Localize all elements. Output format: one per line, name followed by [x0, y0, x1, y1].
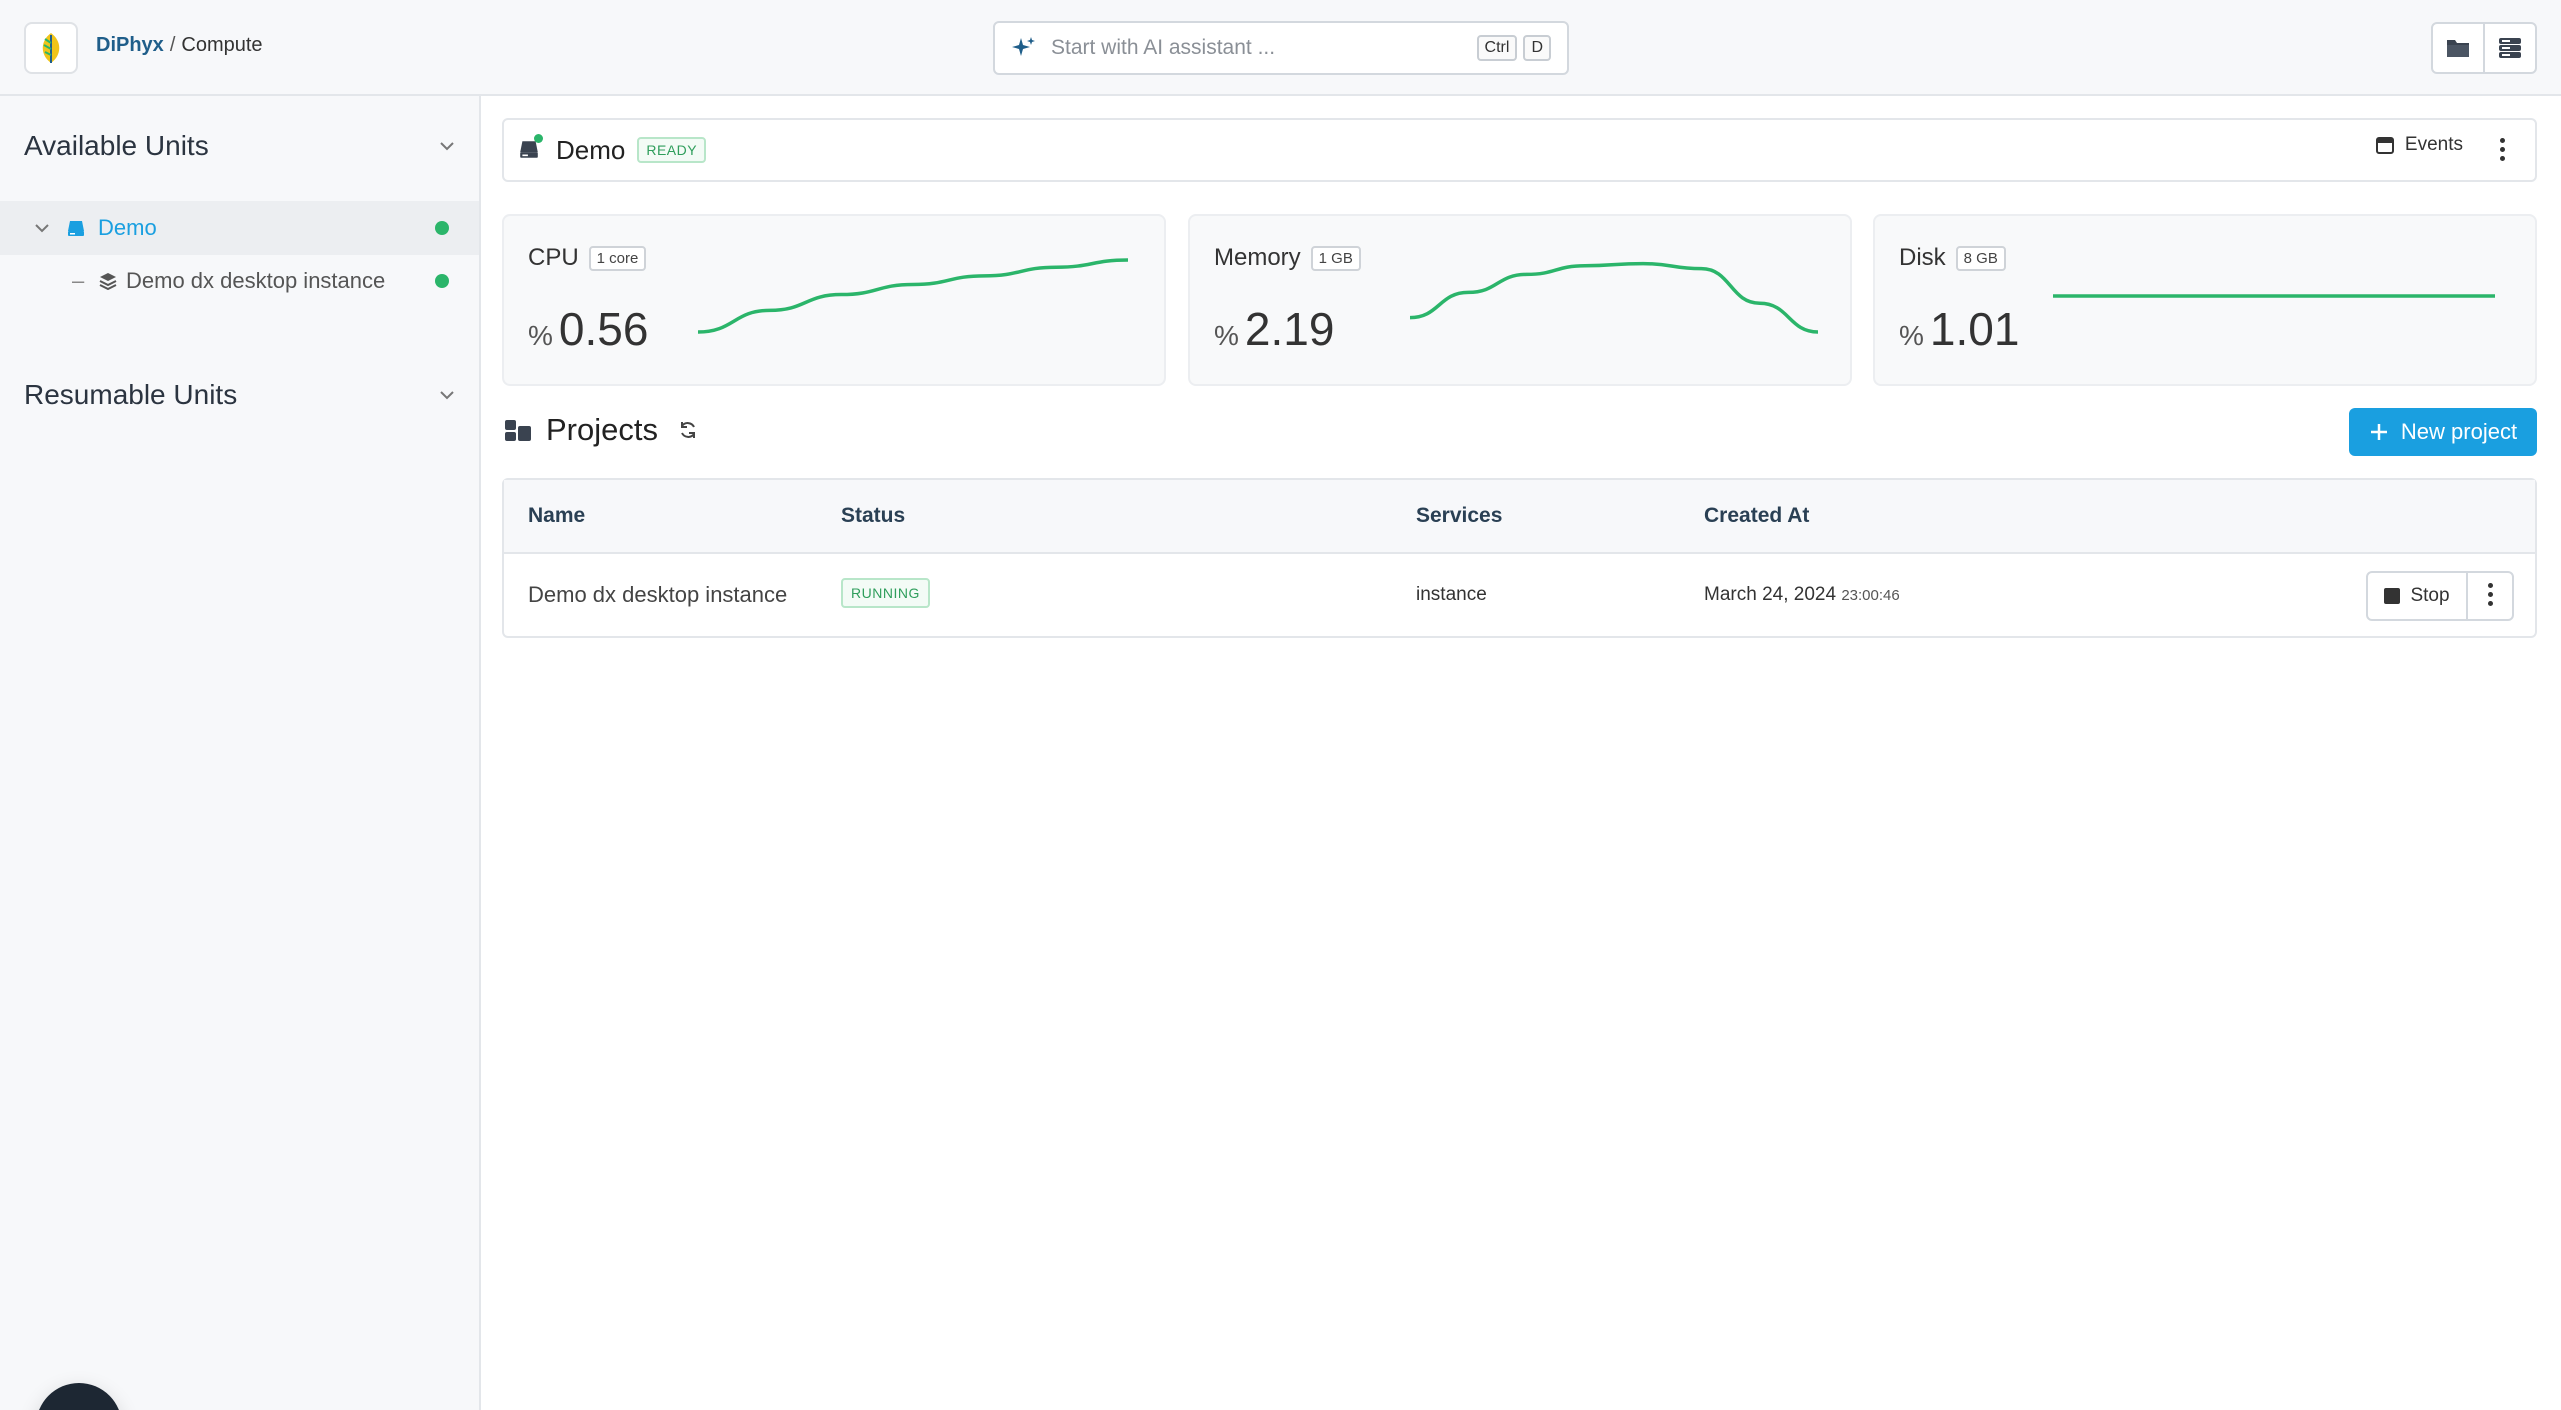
- services-cell: instance: [1416, 584, 1487, 605]
- projects-table: Name Status Services Created At Demo dx …: [502, 478, 2537, 638]
- memory-sparkline: [1409, 261, 1819, 334]
- metric-card-cpu: CPU 1 core % 0.56: [502, 214, 1166, 386]
- more-vertical-icon: [2488, 583, 2493, 606]
- metric-badge: 8 GB: [1955, 245, 2006, 271]
- chevron-down-icon: [440, 390, 454, 399]
- plus-icon: [2370, 424, 2387, 440]
- tree-branch-dash: –: [72, 268, 85, 293]
- unit-status-badge: READY: [637, 137, 707, 163]
- server-button[interactable]: [2483, 24, 2535, 72]
- shortcut-key-ctrl: Ctrl: [1476, 35, 1518, 61]
- header-actions: [2431, 22, 2537, 74]
- projects-header: Projects: [504, 412, 698, 448]
- column-header-created-at[interactable]: Created At: [1704, 504, 1810, 527]
- cpu-sparkline: [697, 258, 1129, 334]
- sparkle-icon: [1012, 37, 1035, 56]
- row-more-menu-button[interactable]: [2468, 573, 2512, 619]
- unit-title: Demo: [556, 134, 626, 165]
- column-header-services[interactable]: Services: [1416, 504, 1503, 527]
- projects-title: Projects: [546, 412, 658, 447]
- metric-unit: %: [528, 320, 553, 351]
- disk-sparkline: [2053, 294, 2495, 298]
- created-date: March 24, 2024: [1704, 584, 1837, 605]
- table-row[interactable]: Demo dx desktop instance RUNNING instanc…: [504, 554, 2535, 638]
- ai-assistant-search[interactable]: Ctrl D: [993, 21, 1569, 75]
- available-units-header[interactable]: Available Units: [24, 130, 454, 162]
- resumable-units-title: Resumable Units: [24, 379, 238, 410]
- unit-icon-wrap: [518, 134, 543, 162]
- server-unit-icon: [520, 141, 538, 158]
- metric-unit: %: [1214, 320, 1239, 351]
- sparkline-path: [1409, 261, 1819, 334]
- tree-item-label: Demo dx desktop instance: [126, 268, 386, 293]
- layers-icon: [99, 273, 117, 290]
- breadcrumb: DiPhyx / Compute: [96, 34, 263, 57]
- status-dot: [435, 274, 449, 288]
- metric-title: CPU: [528, 244, 579, 271]
- server-icon: [2499, 38, 2521, 58]
- tree-item-demo[interactable]: Demo: [0, 201, 479, 255]
- shortcut-key-d: D: [1523, 35, 1551, 61]
- metric-title: Memory: [1214, 244, 1301, 271]
- chevron-down-icon: [440, 141, 454, 150]
- online-indicator: [534, 134, 543, 143]
- events-label: Events: [2404, 134, 2463, 155]
- metric-unit: %: [1899, 320, 1924, 351]
- breadcrumb-current: Compute: [181, 34, 263, 56]
- row-actions: Stop: [2366, 571, 2514, 621]
- folder-icon: [2447, 40, 2469, 57]
- status-dot: [435, 221, 449, 235]
- metric-card-disk: Disk 8 GB % 1.01: [1873, 214, 2537, 386]
- created-time: 23:00:46: [1841, 587, 1900, 604]
- tree-item-demo-dx-desktop-instance[interactable]: – Demo dx desktop instance: [0, 254, 479, 308]
- ai-search-input[interactable]: [1051, 36, 1471, 60]
- tree-item-label: Demo: [98, 215, 157, 240]
- metric-value: 0.56: [558, 303, 649, 355]
- folder-button[interactable]: [2433, 24, 2483, 72]
- server-unit-icon: [68, 221, 84, 236]
- metric-card-memory: Memory 1 GB % 2.19: [1188, 214, 1852, 386]
- sidebar: Available Units Demo – Demo dx desktop i…: [0, 96, 481, 1410]
- metric-badge: 1 core: [588, 245, 647, 271]
- column-header-status[interactable]: Status: [841, 504, 906, 527]
- assistant-avatar-button[interactable]: [36, 1383, 122, 1410]
- top-header: DiPhyx / Compute Ctrl D: [0, 0, 2561, 96]
- status-badge: RUNNING: [841, 578, 930, 608]
- sparkline-path: [697, 258, 1129, 334]
- leaf-logo-icon: [42, 33, 60, 63]
- table-header: Name Status Services Created At: [504, 480, 2535, 554]
- breadcrumb-brand[interactable]: DiPhyx: [96, 34, 164, 56]
- metric-title: Disk: [1899, 244, 1946, 271]
- column-header-name[interactable]: Name: [528, 504, 586, 527]
- created-at-cell: March 24, 2024 23:00:46: [1704, 584, 1900, 606]
- new-project-button[interactable]: New project: [2349, 408, 2537, 456]
- app-logo[interactable]: [24, 22, 78, 74]
- unit-more-menu-icon[interactable]: [2500, 138, 2505, 161]
- stop-label: Stop: [2410, 585, 2450, 606]
- stop-icon: [2384, 588, 2401, 604]
- events-button[interactable]: Events: [2375, 134, 2463, 156]
- metric-value: 1.01: [1929, 303, 2020, 355]
- project-name[interactable]: Demo dx desktop instance: [528, 582, 788, 607]
- chevron-down-icon[interactable]: [35, 223, 49, 233]
- unit-header-bar: Demo READY Events: [502, 118, 2537, 182]
- refresh-icon[interactable]: [678, 420, 698, 440]
- projects-icon: [505, 420, 531, 441]
- resumable-units-header[interactable]: Resumable Units: [24, 379, 454, 411]
- calendar-icon: [2375, 137, 2394, 154]
- metric-badge: 1 GB: [1310, 245, 1361, 271]
- new-project-label: New project: [2400, 419, 2518, 444]
- stop-button[interactable]: Stop: [2368, 573, 2468, 619]
- status-cell: RUNNING: [841, 578, 930, 608]
- available-units-title: Available Units: [24, 130, 209, 161]
- metric-value: 2.19: [1244, 303, 1335, 355]
- breadcrumb-separator: /: [169, 34, 176, 56]
